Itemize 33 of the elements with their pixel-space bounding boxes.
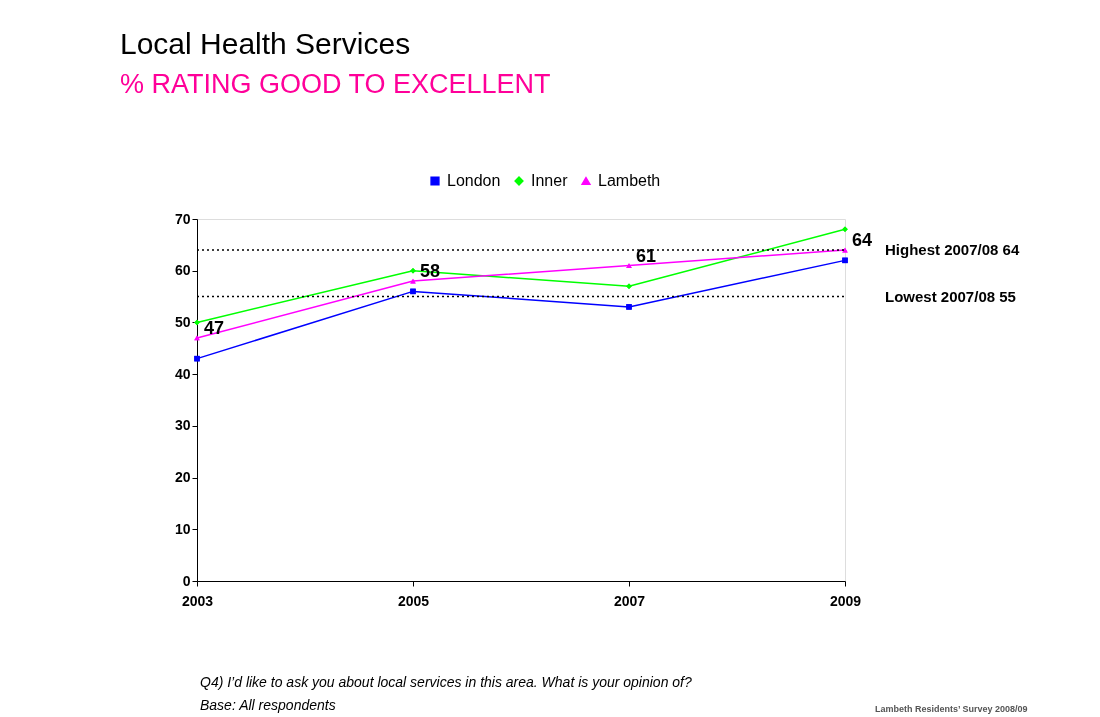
text: Lambeth Residents’ Survey 2008/09: [875, 704, 1028, 714]
x-tick-label: 2003: [181, 592, 214, 609]
data-label: 61: [636, 245, 657, 266]
text: Q4) I’d like to ask you about local services in this area. What is your opinion of?: [200, 674, 693, 690]
data-label: 64: [852, 230, 873, 251]
ref-line-label: Highest 2007/08 64: [885, 241, 1020, 259]
point: [194, 355, 200, 362]
y-tick-label: 20: [174, 469, 191, 486]
chart-subtitle: % RATING GOOD TO EXCELLENT: [120, 69, 551, 99]
point: [626, 304, 632, 310]
x-tick-label: 2009: [829, 592, 862, 609]
data-label: 47: [204, 317, 225, 338]
legend-label: Inner: [531, 172, 569, 189]
ref-line-label: Lowest 2007/08 55: [885, 287, 1016, 305]
legend-label: Lambeth: [598, 172, 661, 189]
point: [410, 267, 416, 274]
chart-title: Local Health Services: [120, 27, 411, 60]
point: [842, 257, 848, 264]
y-tick-label: 60: [174, 262, 191, 279]
x-tick-label: 2007: [613, 592, 646, 609]
legend-label: London: [447, 172, 501, 189]
point: [842, 226, 848, 233]
point: [194, 335, 200, 341]
y-tick-label: 10: [174, 520, 191, 537]
point: [626, 263, 632, 268]
y-tick-label: 70: [174, 210, 191, 227]
text: Base: All respondents: [200, 697, 336, 713]
y-tick-label: 0: [182, 572, 191, 589]
y-tick-label: 30: [174, 417, 191, 434]
x-tick-label: 2005: [397, 592, 430, 609]
point: [410, 288, 416, 295]
y-tick-label: 40: [174, 365, 191, 382]
y-tick-label: 50: [174, 313, 191, 330]
